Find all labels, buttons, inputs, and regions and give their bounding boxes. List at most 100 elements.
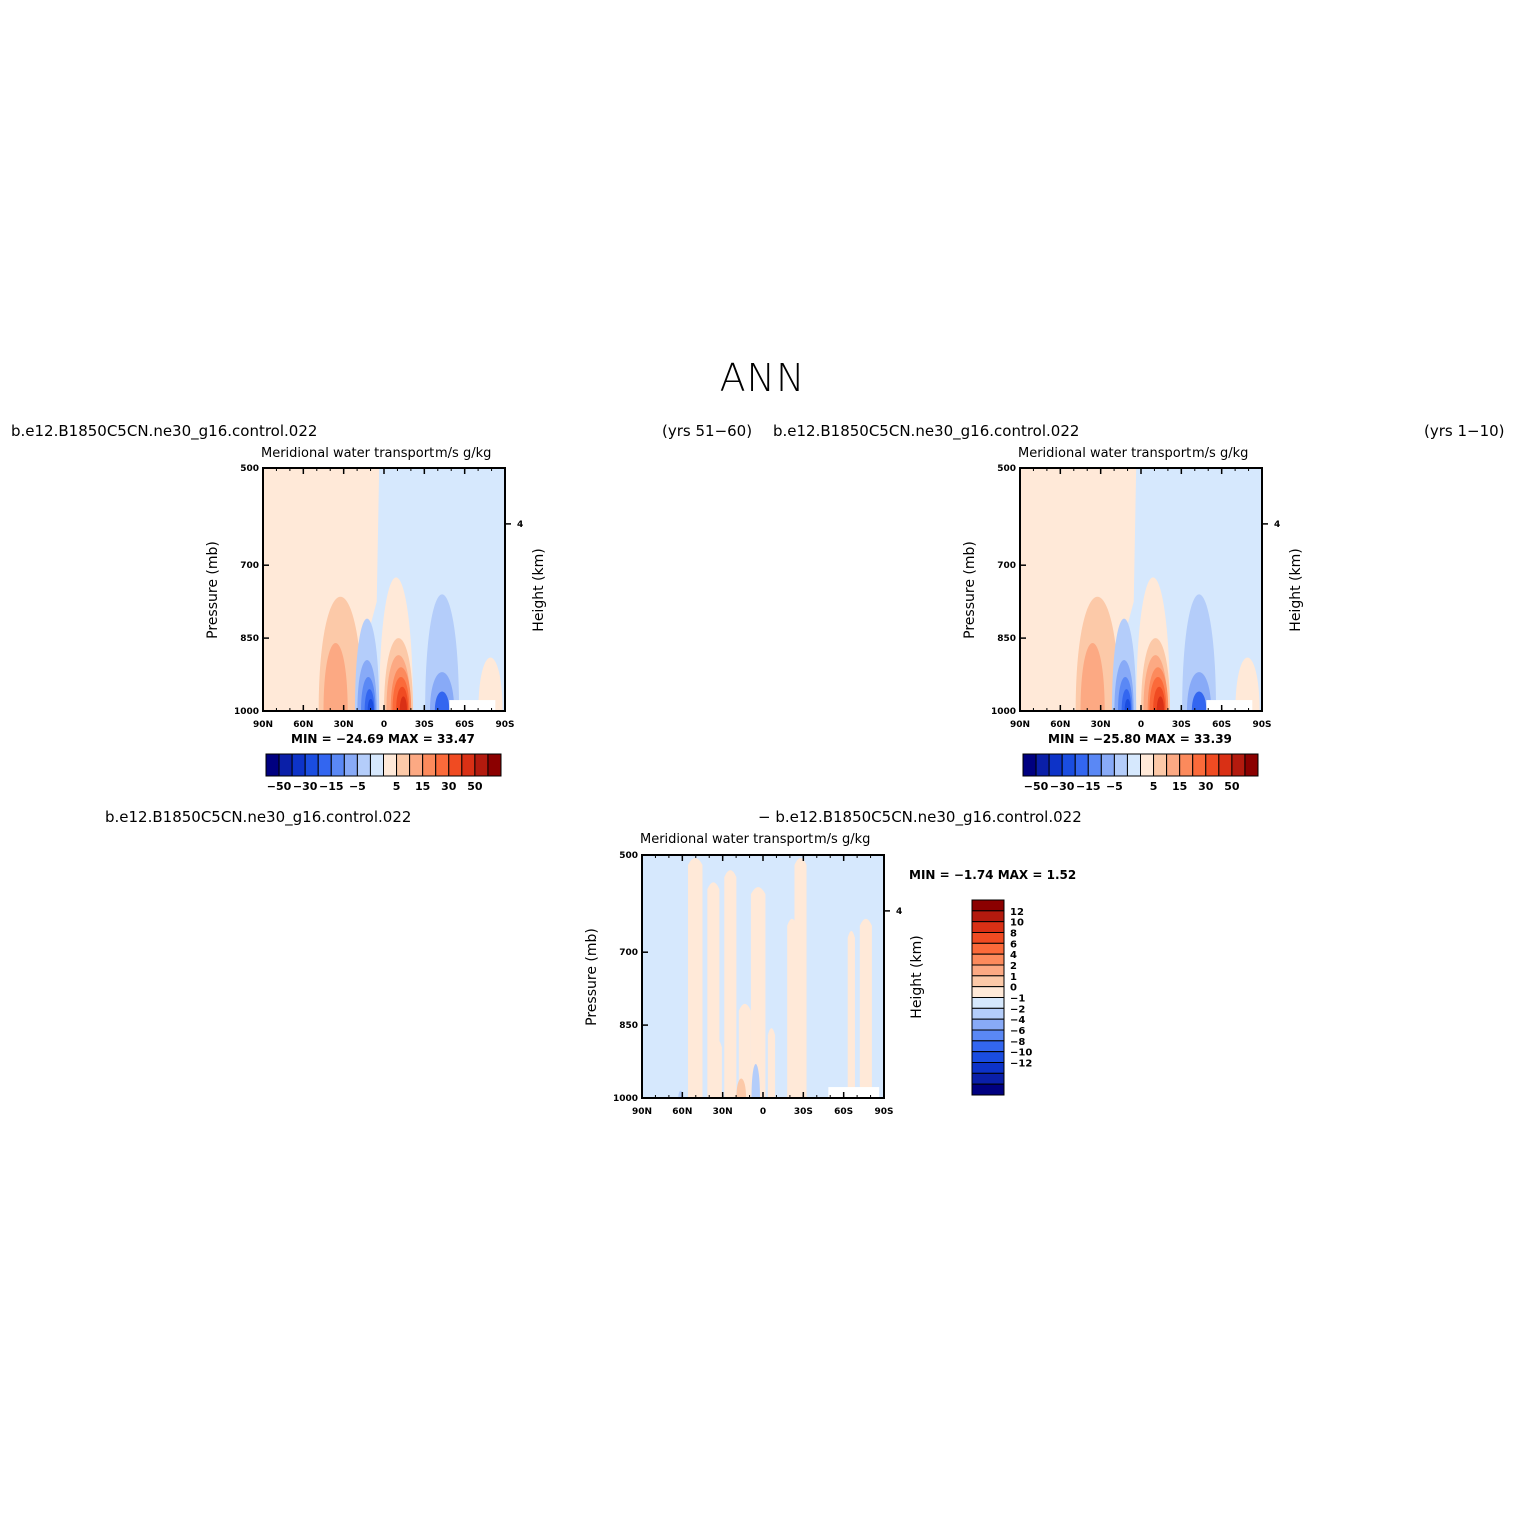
colorbar-label: −50 (267, 780, 292, 793)
colorbar-swatch (1074, 753, 1089, 777)
colorbar-label: 6 (1010, 939, 1017, 950)
colorbar-label: −30 (293, 780, 318, 793)
panel1-minmax: MIN = −24.69 MAX = 33.47 (291, 732, 475, 746)
colorbar-swatch (369, 753, 384, 777)
colorbar-swatch (1035, 753, 1050, 777)
colorbar-swatch (1140, 753, 1155, 777)
colorbar-swatch (971, 942, 1005, 955)
colorbar-label: 15 (1172, 780, 1187, 793)
x-tick-label: 30S (1172, 720, 1191, 730)
y-tick-label: 500 (240, 464, 259, 474)
y-tick-label: 1000 (991, 707, 1016, 717)
colorbar-swatch (265, 753, 280, 777)
y-right-tick-label: 4 (896, 907, 902, 917)
contour-pos-small (736, 1078, 747, 1098)
contour-pos-sp (1235, 657, 1260, 711)
x-tick-label: 90S (874, 1107, 893, 1117)
colorbar-swatch (971, 1018, 1005, 1031)
colorbar-label: 30 (1198, 780, 1214, 793)
colorbar-label: 2 (1010, 961, 1017, 972)
x-tick-label: 60N (672, 1107, 692, 1117)
contour-pos-eq-6 (399, 696, 407, 711)
colorbar-swatch (971, 997, 1005, 1009)
x-tick-label: 90N (1010, 720, 1030, 730)
colorbar-swatch (1153, 753, 1168, 777)
panel1-contour-plot: 90N 60N 30N 0 30S 60S 90S 500 700 850 1000 4 (234, 464, 523, 730)
colorbar-swatch (971, 1072, 1005, 1085)
plot-frame (1019, 467, 1263, 712)
x-tick-label: 90N (253, 720, 273, 730)
missing-data-mask (1206, 700, 1253, 711)
colorbar-swatch (1048, 753, 1063, 777)
colorbar-swatch (1192, 753, 1207, 777)
colorbar-label: −6 (1010, 1026, 1025, 1037)
colorbar-label: 5 (1150, 780, 1158, 793)
colorbar-label: −1 (1010, 994, 1025, 1005)
colorbar-swatch (330, 753, 345, 777)
y-tick-label: 850 (997, 634, 1016, 644)
panel1-variable: Meridional water transport (261, 446, 435, 461)
contour-neg-sh-1 (425, 594, 460, 711)
x-tick-label: 30N (713, 1107, 733, 1117)
colorbar-label: 4 (1010, 950, 1017, 961)
x-tick-label: 30S (794, 1107, 813, 1117)
colorbar-swatch (971, 1029, 1005, 1042)
panel3-ylabel: Pressure (mb) (584, 928, 600, 1026)
colorbar-swatch (1113, 753, 1128, 777)
panel1-colorbar: −50 −30 −15 −5 5 15 30 50 (265, 753, 502, 793)
x-tick-label: 30N (1091, 720, 1111, 730)
contour-pos-strip (687, 858, 703, 1098)
colorbar-label: −15 (1076, 780, 1101, 793)
y-right-tick-label: 4 (517, 520, 523, 530)
panel2-years: (yrs 1−10) (1424, 422, 1505, 440)
y-tick-label: 500 (997, 464, 1016, 474)
panel1-units: m/s g/kg (435, 446, 492, 461)
panel2-units: m/s g/kg (1192, 446, 1249, 461)
x-tick-label: 60S (1212, 720, 1231, 730)
colorbar-swatch (971, 975, 1005, 988)
colorbar-swatch (971, 899, 1005, 912)
colorbar-swatch (448, 753, 463, 777)
colorbar-swatch (1179, 753, 1194, 777)
colorbar-swatch (1244, 753, 1259, 777)
panel2-contour-plot: 90N 60N 30N 0 30S 60S 90S 500 700 850 1000 4 (991, 464, 1280, 730)
panel2-variable: Meridional water transport (1018, 446, 1192, 461)
x-tick-label: 60N (1050, 720, 1070, 730)
colorbar-label: 5 (393, 780, 401, 793)
colorbar-swatch (409, 753, 424, 777)
colorbar-swatch (343, 753, 358, 777)
colorbar-swatch (487, 753, 502, 777)
contour-neg-sh-3 (1191, 691, 1207, 711)
contour-pos-strip (738, 1003, 751, 1098)
y-tick-label: 850 (619, 1021, 638, 1031)
contour-pos-nh-2 (1080, 642, 1105, 711)
colorbar-swatch (971, 910, 1005, 923)
contour-neg-nt-5 (1124, 698, 1131, 711)
missing-data-mask (828, 1087, 880, 1098)
colorbar-swatch (1218, 753, 1233, 777)
colorbar-swatch (317, 753, 332, 777)
colorbar-swatch (356, 753, 371, 777)
panel2-minmax: MIN = −25.80 MAX = 33.39 (1048, 732, 1232, 746)
panel2-case-name: b.e12.B1850C5CN.ne30_g16.control.022 (773, 422, 1080, 440)
y-tick-label: 1000 (234, 707, 259, 717)
contour-pos-sp (478, 657, 503, 711)
x-tick-label: 90N (632, 1107, 652, 1117)
contour-pos-strip (794, 858, 807, 1098)
x-tick-label: 90S (495, 720, 514, 730)
colorbar-swatch (461, 753, 476, 777)
plot-frame (262, 467, 506, 712)
colorbar-swatch (971, 1040, 1005, 1053)
colorbar-label: −15 (319, 780, 344, 793)
panel1-ylabel: Pressure (mb) (205, 541, 221, 639)
colorbar-swatch (971, 1083, 1005, 1096)
contour-neg-sh-1 (1182, 594, 1217, 711)
contour-pos-strip (724, 870, 737, 1098)
colorbar-label: 1 (1010, 972, 1017, 983)
colorbar-swatch (291, 753, 306, 777)
contour-pos-nh-2 (323, 642, 348, 711)
contour-pos-strip (847, 930, 855, 1098)
x-tick-label: 30N (334, 720, 354, 730)
contour-neg-sh-3 (434, 691, 450, 711)
colorbar-label: 0 (1010, 983, 1017, 994)
